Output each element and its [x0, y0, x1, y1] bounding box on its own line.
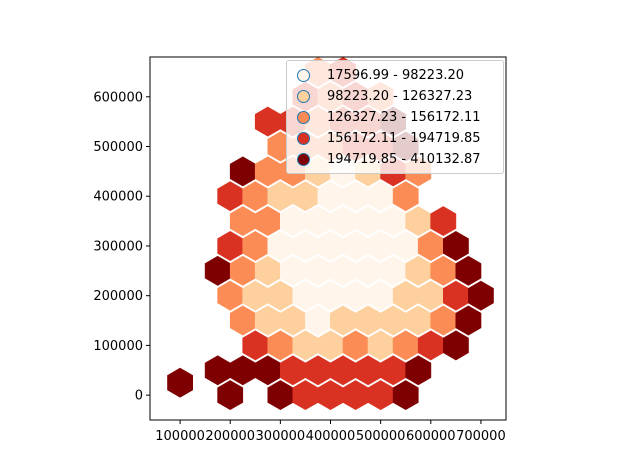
x-tick-label: 200000 — [205, 429, 255, 444]
legend-item: 17596.99 - 98223.20 — [297, 65, 464, 85]
y-axis: 0 100000 200000 300000 400000 500000 600000 — [93, 90, 150, 404]
hex-cell — [467, 280, 494, 311]
legend: 17596.99 - 98223.20 98223.20 - 126327.23… — [286, 60, 504, 174]
x-tick-label: 600000 — [406, 429, 456, 444]
y-tick-label: 200000 — [93, 289, 143, 304]
y-tick-label: 600000 — [93, 90, 143, 105]
x-axis: 100000 200000 300000 400000 500000 600000 7000… — [155, 420, 506, 444]
y-tick-label: 300000 — [93, 239, 143, 254]
legend-marker-icon — [297, 131, 310, 145]
hex-cell — [392, 181, 419, 212]
hex-cell — [392, 380, 419, 411]
legend-label: 98223.20 - 126327.23 — [327, 88, 473, 104]
hex-cell — [217, 380, 244, 411]
y-tick-label: 400000 — [93, 190, 143, 205]
plot-frame — [149, 56, 507, 421]
legend-marker-icon — [297, 110, 310, 124]
x-tick-label: 700000 — [456, 429, 506, 444]
legend-item: 194719.85 - 410132.87 — [297, 149, 481, 169]
hex-cell — [442, 231, 469, 261]
legend-item: 126327.23 - 156172.11 — [297, 107, 481, 127]
hex-cell — [455, 305, 482, 336]
legend-item: 156172.11 - 194719.85 — [297, 128, 481, 148]
y-tick-label: 100000 — [93, 339, 143, 354]
hex-cell — [430, 206, 457, 237]
x-tick-label: 400000 — [306, 429, 356, 444]
legend-marker-icon — [297, 89, 310, 103]
hex-cell — [442, 330, 469, 361]
legend-label: 194719.85 - 410132.87 — [327, 151, 481, 167]
y-tick-label: 500000 — [93, 140, 143, 155]
legend-marker-icon — [297, 68, 310, 82]
legend-label: 126327.23 - 156172.11 — [327, 109, 481, 125]
legend-label: 17596.99 - 98223.20 — [327, 67, 465, 83]
hex-cell — [405, 355, 432, 386]
legend-marker-icon — [297, 152, 310, 166]
x-tick-label: 300000 — [256, 429, 306, 444]
y-tick-label: 0 — [135, 389, 143, 404]
legend-label: 156172.11 - 194719.85 — [327, 130, 481, 146]
hex-cell — [455, 255, 482, 286]
legend-item: 98223.20 - 126327.23 — [297, 86, 472, 106]
x-tick-label: 500000 — [356, 429, 406, 444]
hex-cell — [167, 367, 193, 398]
x-tick-label: 100000 — [155, 429, 205, 444]
